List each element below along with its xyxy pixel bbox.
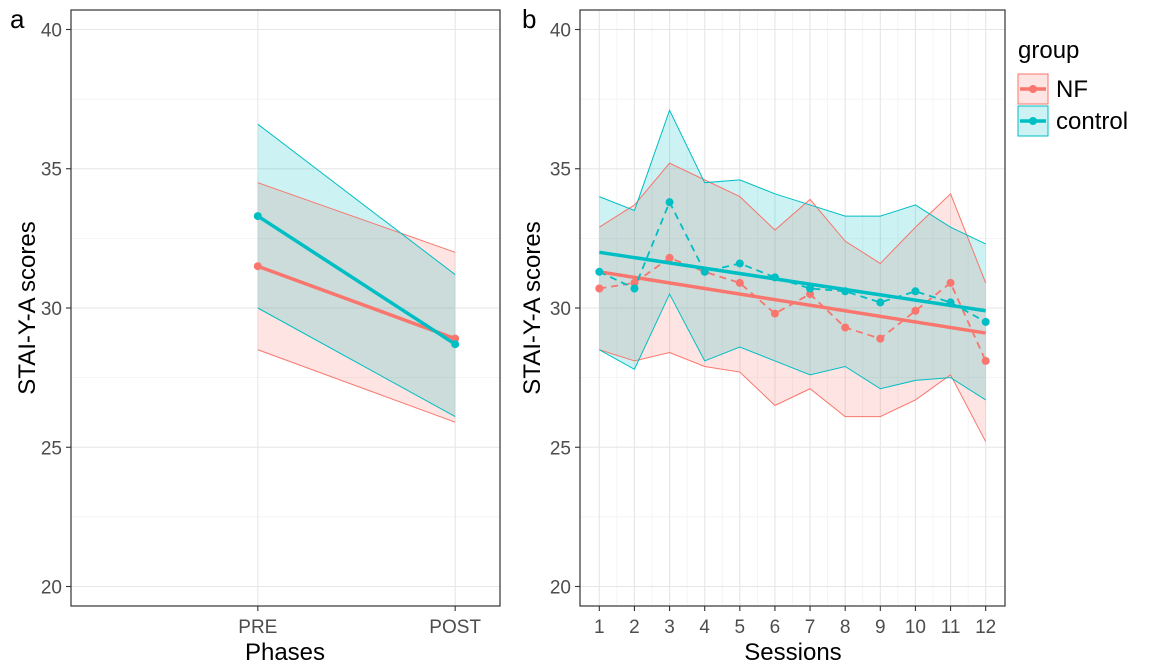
legend-label-NF: NF [1056, 76, 1088, 103]
data-point-NF [841, 323, 850, 332]
panel-a-tag: a [10, 4, 25, 34]
x-tick-label: 10 [905, 617, 926, 638]
data-point-NF [911, 306, 920, 315]
legend-key-control: control [1017, 105, 1128, 137]
legend-key-NF: NF [1017, 73, 1088, 105]
x-tick-label: 7 [805, 617, 816, 638]
x-tick-label: POST [429, 617, 481, 638]
data-point-control [630, 284, 639, 293]
panel-a-x-axis-title: Phases [245, 639, 325, 666]
x-tick-label: 8 [840, 617, 851, 638]
x-tick-label: 1 [594, 617, 605, 638]
panel-a: 20 25 30 35 40 PRE POST [41, 9, 501, 638]
series-line-control [256, 214, 457, 346]
legend-point [1029, 117, 1037, 125]
ci-upper-control [599, 108, 986, 245]
panel-a-y-axis-title: STAI-Y-A scores [14, 221, 41, 394]
x-tick-label: 11 [941, 617, 961, 638]
series-line-NF [257, 264, 456, 341]
data-point-NF [665, 253, 674, 262]
x-tick-label: 9 [875, 617, 886, 638]
trend-line-control [599, 250, 986, 313]
data-point-control [876, 298, 885, 307]
y-tick-label: 35 [550, 160, 571, 181]
trend-line-NF [599, 270, 986, 335]
legend-title: group [1018, 37, 1079, 64]
data-point-control [806, 284, 815, 293]
data-point-control [595, 267, 604, 276]
data-point-control [911, 287, 920, 296]
legend-label-control: control [1056, 108, 1128, 135]
y-tick-label: 40 [41, 20, 62, 41]
data-point-NF [981, 356, 990, 365]
y-tick-label: 35 [41, 160, 62, 181]
data-point-NF [770, 309, 779, 318]
data-point-control [253, 212, 262, 221]
y-tick-label: 25 [41, 438, 62, 459]
data-point-NF [595, 284, 604, 293]
panel-b-x-axis-title: Sessions [744, 639, 841, 666]
ci-lower-control [257, 307, 456, 418]
y-tick-label: 40 [550, 20, 571, 41]
data-point-control [981, 317, 990, 326]
data-point-NF [451, 334, 460, 343]
legend: group NF control [1017, 37, 1128, 137]
x-tick-label: 2 [629, 617, 640, 638]
x-tick-label: 3 [664, 617, 675, 638]
y-tick-label: 30 [550, 299, 571, 320]
data-point-control [700, 267, 709, 276]
ci-ribbon-control [599, 110, 986, 400]
x-tick-label: 12 [975, 617, 996, 638]
data-point-control [451, 340, 460, 349]
data-point-control [665, 198, 674, 207]
data-point-control [735, 259, 744, 268]
ci-upper-NF [599, 162, 987, 284]
y-tick-label: 25 [550, 438, 571, 459]
x-tick-label: 4 [699, 617, 710, 638]
data-point-control [841, 287, 850, 296]
ci-upper-control [257, 123, 456, 275]
y-tick-label: 20 [41, 578, 62, 599]
ci-lower-control [599, 292, 986, 401]
ci-ribbon-control [257, 124, 456, 417]
data-point-NF [876, 334, 885, 343]
x-tick-label: 6 [770, 617, 781, 638]
data-point-control [770, 273, 779, 282]
y-tick-label: 20 [550, 578, 571, 599]
ci-lower-NF [599, 349, 987, 442]
data-point-NF [735, 278, 744, 287]
data-point-control [946, 298, 955, 307]
panel-b-tag: b [522, 4, 536, 34]
x-tick-label: PRE [238, 617, 277, 638]
y-tick-label: 30 [41, 299, 62, 320]
data-point-NF [806, 290, 815, 299]
data-point-NF [946, 278, 955, 287]
legend-point [1029, 85, 1037, 93]
ci-lower-NF [257, 349, 456, 423]
ci-upper-NF [257, 182, 456, 253]
data-point-NF [253, 262, 262, 271]
x-tick-label: 5 [735, 617, 746, 638]
panel-b-y-axis-title: STAI-Y-A scores [519, 221, 546, 394]
